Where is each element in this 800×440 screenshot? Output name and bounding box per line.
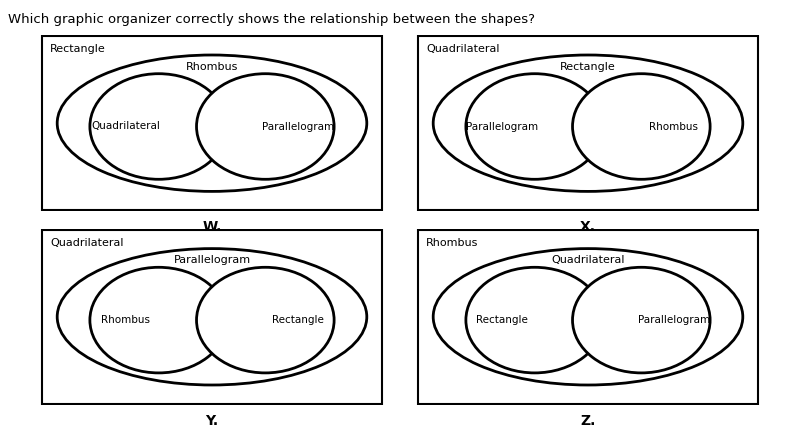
- Text: Parallelogram: Parallelogram: [466, 121, 538, 132]
- Text: Quadrilateral: Quadrilateral: [426, 44, 500, 54]
- Text: Parallelogram: Parallelogram: [262, 121, 334, 132]
- Text: Rectangle: Rectangle: [476, 315, 528, 325]
- FancyBboxPatch shape: [418, 230, 758, 404]
- FancyBboxPatch shape: [418, 36, 758, 210]
- Ellipse shape: [90, 267, 227, 373]
- Text: Rhombus: Rhombus: [102, 315, 150, 325]
- Ellipse shape: [466, 267, 603, 373]
- FancyBboxPatch shape: [42, 230, 382, 404]
- Ellipse shape: [58, 249, 366, 385]
- Ellipse shape: [573, 267, 710, 373]
- Text: Rhombus: Rhombus: [426, 238, 478, 248]
- Text: Quadrilateral: Quadrilateral: [91, 121, 161, 132]
- Text: Rectangle: Rectangle: [272, 315, 324, 325]
- Ellipse shape: [197, 73, 334, 180]
- Text: Y.: Y.: [206, 414, 218, 428]
- Ellipse shape: [434, 55, 742, 191]
- Text: Which graphic organizer correctly shows the relationship between the shapes?: Which graphic organizer correctly shows …: [8, 13, 535, 26]
- Text: Quadrilateral: Quadrilateral: [551, 255, 625, 265]
- Ellipse shape: [573, 73, 710, 180]
- Text: Z.: Z.: [580, 414, 596, 428]
- Ellipse shape: [197, 267, 334, 373]
- Text: Rectangle: Rectangle: [50, 44, 106, 54]
- Text: Parallelogram: Parallelogram: [174, 255, 250, 265]
- Text: W.: W.: [202, 220, 222, 234]
- Text: X.: X.: [580, 220, 596, 234]
- Text: Parallelogram: Parallelogram: [638, 315, 710, 325]
- FancyBboxPatch shape: [42, 36, 382, 210]
- Ellipse shape: [58, 55, 366, 191]
- Text: Rhombus: Rhombus: [186, 62, 238, 72]
- Text: Rectangle: Rectangle: [560, 62, 616, 72]
- Text: Quadrilateral: Quadrilateral: [50, 238, 124, 248]
- Ellipse shape: [90, 73, 227, 180]
- Ellipse shape: [466, 73, 603, 180]
- Text: Rhombus: Rhombus: [650, 121, 698, 132]
- Ellipse shape: [434, 249, 742, 385]
